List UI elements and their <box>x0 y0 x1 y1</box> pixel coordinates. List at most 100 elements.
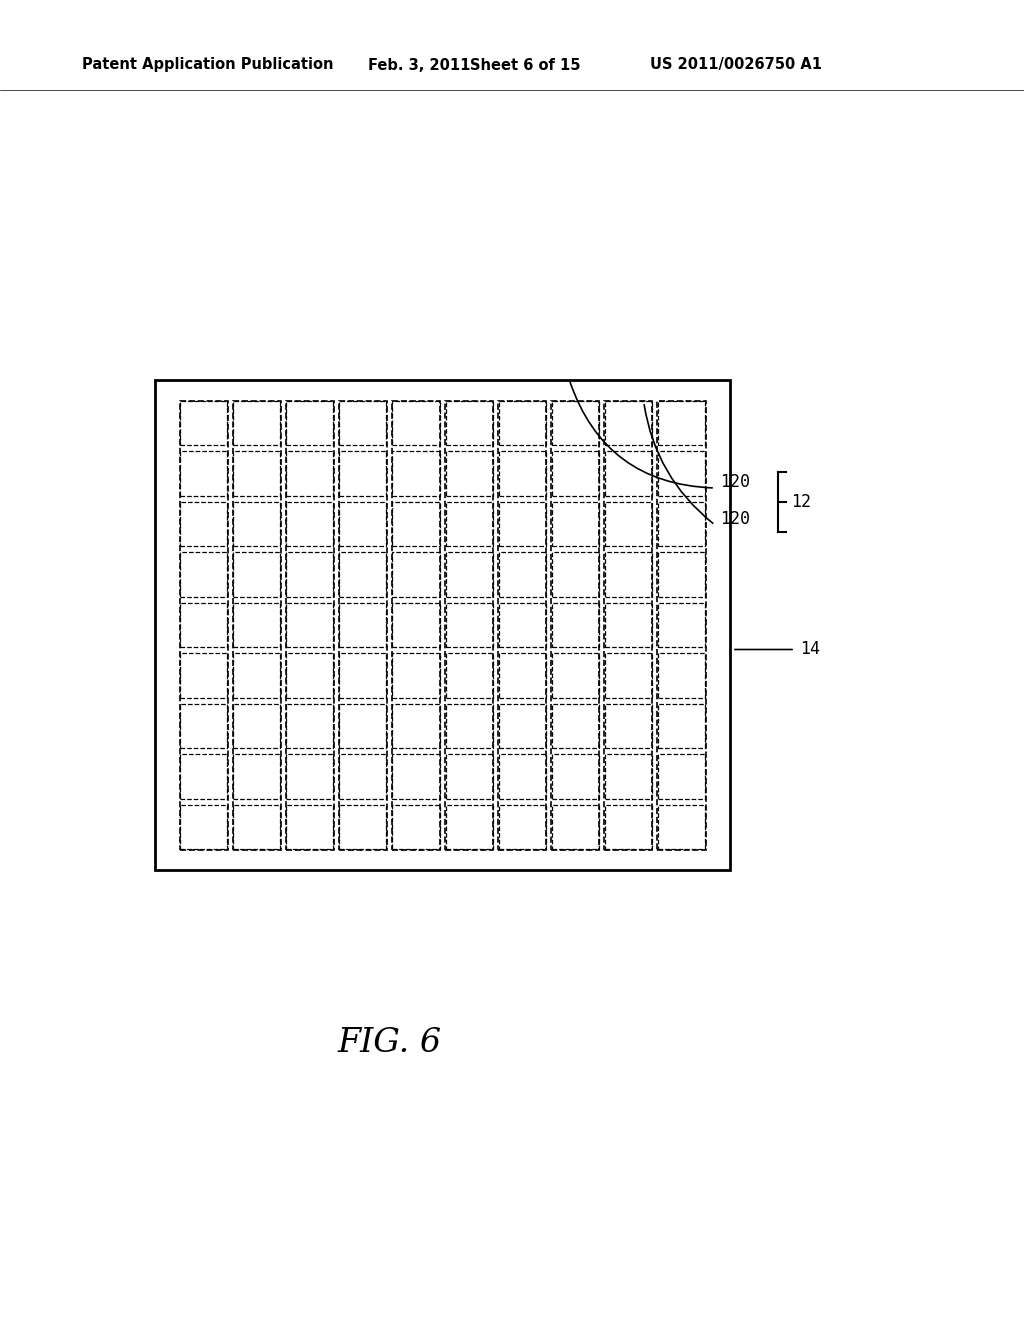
Bar <box>445 754 493 799</box>
Bar <box>605 653 652 698</box>
Bar <box>392 754 439 799</box>
Bar <box>232 400 281 850</box>
Bar <box>392 805 439 849</box>
Bar <box>392 400 440 850</box>
Bar <box>180 754 227 799</box>
Bar <box>233 502 281 546</box>
Bar <box>233 653 281 698</box>
Bar <box>180 552 227 597</box>
Bar <box>286 401 333 445</box>
Text: 120: 120 <box>720 473 750 491</box>
Bar <box>605 401 652 445</box>
Bar <box>498 400 546 850</box>
Bar <box>552 603 599 647</box>
Text: US 2011/0026750 A1: US 2011/0026750 A1 <box>650 58 822 73</box>
Bar <box>445 502 493 546</box>
Bar <box>552 451 599 496</box>
Bar <box>180 502 227 546</box>
Bar <box>445 603 493 647</box>
Bar <box>604 400 652 850</box>
Bar <box>392 704 439 748</box>
Bar <box>605 754 652 799</box>
Bar <box>605 451 652 496</box>
Bar <box>155 380 730 870</box>
Bar <box>286 704 333 748</box>
Bar <box>499 552 546 597</box>
Bar <box>551 400 599 850</box>
Bar <box>499 502 546 546</box>
Bar <box>605 603 652 647</box>
Bar <box>657 400 706 850</box>
Bar <box>180 451 227 496</box>
Text: Feb. 3, 2011: Feb. 3, 2011 <box>368 58 470 73</box>
Bar <box>392 451 439 496</box>
Bar <box>286 451 333 496</box>
Bar <box>392 552 439 597</box>
Text: FIG. 6: FIG. 6 <box>337 1027 441 1059</box>
Bar <box>552 401 599 445</box>
Bar <box>657 704 705 748</box>
Bar <box>286 754 333 799</box>
Bar <box>445 400 494 850</box>
Bar <box>286 653 333 698</box>
Bar <box>657 653 705 698</box>
Bar <box>499 451 546 496</box>
Bar <box>445 704 493 748</box>
Bar <box>180 805 227 849</box>
Bar <box>233 754 281 799</box>
Bar <box>233 552 281 597</box>
Bar <box>339 754 386 799</box>
Bar <box>657 603 705 647</box>
Bar <box>286 603 333 647</box>
Bar <box>339 805 386 849</box>
Bar <box>339 552 386 597</box>
Bar <box>499 603 546 647</box>
Bar <box>499 401 546 445</box>
Bar <box>605 704 652 748</box>
Bar <box>552 754 599 799</box>
Bar <box>552 502 599 546</box>
Bar <box>233 451 281 496</box>
Bar <box>552 805 599 849</box>
Bar <box>180 704 227 748</box>
Text: Sheet 6 of 15: Sheet 6 of 15 <box>470 58 581 73</box>
Bar <box>657 805 705 849</box>
Bar <box>605 552 652 597</box>
Bar <box>657 552 705 597</box>
Bar <box>552 552 599 597</box>
Bar <box>445 653 493 698</box>
Bar <box>339 401 386 445</box>
Bar <box>339 603 386 647</box>
Bar <box>552 653 599 698</box>
Bar <box>552 704 599 748</box>
Bar <box>392 502 439 546</box>
Bar <box>445 451 493 496</box>
Bar <box>499 704 546 748</box>
Bar <box>499 805 546 849</box>
Bar <box>180 401 227 445</box>
Bar <box>233 704 281 748</box>
Bar <box>180 603 227 647</box>
Text: Patent Application Publication: Patent Application Publication <box>82 58 334 73</box>
Bar <box>233 401 281 445</box>
Bar <box>233 603 281 647</box>
Bar <box>657 401 705 445</box>
Bar <box>339 653 386 698</box>
Text: 12: 12 <box>791 492 811 511</box>
Bar <box>286 552 333 597</box>
Bar <box>286 502 333 546</box>
Bar <box>180 653 227 698</box>
Bar <box>657 451 705 496</box>
Bar <box>339 502 386 546</box>
Bar <box>445 401 493 445</box>
Bar <box>286 805 333 849</box>
Bar <box>499 653 546 698</box>
Bar <box>339 451 386 496</box>
Bar <box>339 400 387 850</box>
Bar <box>286 400 334 850</box>
Bar <box>179 400 227 850</box>
Bar <box>445 805 493 849</box>
Bar <box>605 502 652 546</box>
Bar <box>445 552 493 597</box>
Bar <box>499 754 546 799</box>
